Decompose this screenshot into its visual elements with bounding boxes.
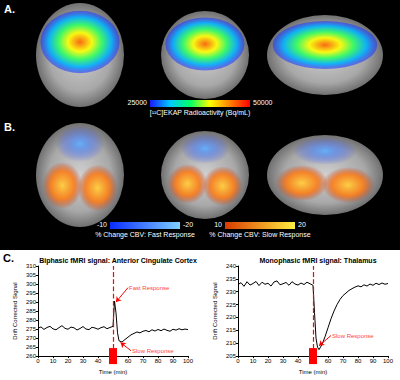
svg-text:295: 295 — [26, 290, 37, 296]
svg-text:Biphasic fMRI signal: Anterior: Biphasic fMRI signal: Anterior Cingulate… — [39, 257, 197, 265]
svg-text:20: 20 — [265, 358, 272, 364]
svg-text:10: 10 — [50, 358, 57, 364]
svg-text:30: 30 — [80, 358, 87, 364]
svg-text:0: 0 — [36, 358, 40, 364]
html-text:-10: -10 — [96, 221, 107, 228]
svg-text:225: 225 — [226, 302, 237, 308]
svg-text:205: 205 — [226, 353, 237, 359]
html-text:A.: A. — [4, 3, 15, 15]
svg-text:30: 30 — [280, 358, 287, 364]
svg-text:280: 280 — [26, 317, 37, 323]
svg-text:60: 60 — [125, 358, 132, 364]
html-text:[¹¹C]EKAP Radioactivity (Bq/mL: [¹¹C]EKAP Radioactivity (Bq/mL) — [149, 109, 251, 116]
html-text:% Change CBV: Slow Response: % Change CBV: Slow Response — [209, 231, 311, 238]
svg-text:235: 235 — [226, 276, 237, 282]
html-text:C.: C. — [3, 252, 14, 264]
svg-text:0: 0 — [236, 358, 240, 364]
svg-text:60: 60 — [325, 358, 332, 364]
svg-text:40: 40 — [295, 358, 302, 364]
svg-text:285: 285 — [26, 308, 37, 314]
svg-text:Time (min): Time (min) — [299, 369, 327, 375]
svg-text:80: 80 — [355, 358, 362, 364]
html-text:10: 10 — [214, 221, 222, 228]
svg-text:10: 10 — [250, 358, 257, 364]
svg-text:210: 210 — [226, 340, 237, 346]
svg-text:Slow Response: Slow Response — [132, 348, 174, 354]
svg-text:270: 270 — [26, 335, 37, 341]
svg-text:Time (min): Time (min) — [99, 369, 127, 375]
svg-text:260: 260 — [26, 353, 37, 359]
svg-text:100: 100 — [383, 358, 394, 364]
html-text:B.: B. — [4, 121, 15, 133]
svg-text:275: 275 — [26, 326, 37, 332]
svg-text:90: 90 — [370, 358, 377, 364]
svg-text:70: 70 — [340, 358, 347, 364]
svg-text:Drift Corrected Signal: Drift Corrected Signal — [12, 282, 18, 339]
svg-text:70: 70 — [140, 358, 147, 364]
html-text:50000: 50000 — [253, 99, 273, 106]
svg-text:Monophasic fMRI signal: Thalam: Monophasic fMRI signal: Thalamus — [259, 257, 376, 265]
svg-text:230: 230 — [226, 289, 237, 295]
svg-text:240: 240 — [226, 263, 237, 269]
svg-text:40: 40 — [95, 358, 102, 364]
svg-text:90: 90 — [170, 358, 177, 364]
svg-text:300: 300 — [26, 281, 37, 287]
html-text:25000: 25000 — [127, 99, 147, 106]
svg-text:265: 265 — [26, 344, 37, 350]
html-text:% Change CBV: Fast Response: % Change CBV: Fast Response — [95, 231, 195, 238]
html-text:20: 20 — [298, 221, 306, 228]
svg-text:20: 20 — [65, 358, 72, 364]
svg-text:Fast Response: Fast Response — [129, 285, 170, 291]
svg-text:305: 305 — [26, 272, 37, 278]
svg-text:310: 310 — [26, 263, 37, 269]
svg-text:290: 290 — [26, 299, 37, 305]
svg-text:215: 215 — [226, 327, 237, 333]
html-text:-20: -20 — [183, 221, 194, 228]
svg-text:Slow Response: Slow Response — [332, 333, 374, 339]
svg-text:100: 100 — [183, 358, 194, 364]
svg-text:Drift Corrected Signal: Drift Corrected Signal — [212, 282, 218, 339]
svg-text:80: 80 — [155, 358, 162, 364]
svg-text:220: 220 — [226, 314, 237, 320]
